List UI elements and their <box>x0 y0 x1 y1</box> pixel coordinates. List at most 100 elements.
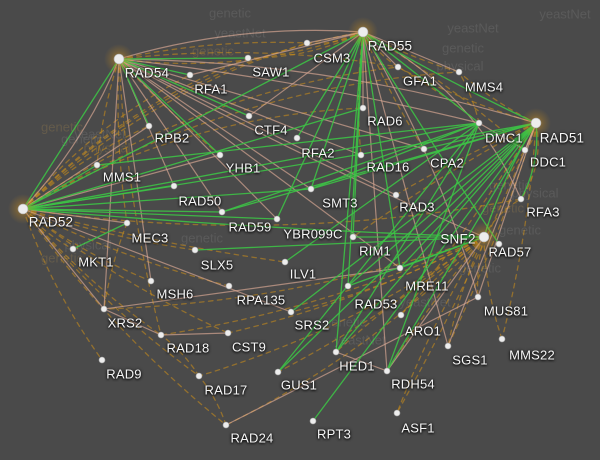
node-mms22[interactable] <box>498 335 506 343</box>
node-ilv1[interactable] <box>281 258 289 266</box>
node-rfa1[interactable] <box>186 71 194 79</box>
node-yhb1[interactable] <box>216 151 224 159</box>
edge-rad52-msh6 <box>22 208 152 282</box>
node-mkt1[interactable] <box>69 245 77 253</box>
node-rpt3[interactable] <box>309 417 317 425</box>
node-label-rfa1: RFA1 <box>194 81 228 97</box>
edge-snf2-rad18 <box>160 236 485 336</box>
node-smt3[interactable] <box>307 185 315 193</box>
node-label-rad6: RAD6 <box>367 113 403 129</box>
node-snf2[interactable] <box>478 231 490 243</box>
node-rpa135[interactable] <box>225 282 233 290</box>
node-label-saw1: SAW1 <box>252 64 290 80</box>
edge-rad54-dmc1 <box>118 58 480 124</box>
edge-gus1-dmc1 <box>277 122 480 373</box>
node-label-asf1: ASF1 <box>401 420 435 436</box>
node-srs2[interactable] <box>287 308 295 316</box>
edge-dmc1-rdh54 <box>386 122 480 372</box>
node-label-rad59: RAD59 <box>228 219 272 235</box>
node-rad55[interactable] <box>357 26 369 38</box>
edge-mec3-xrs2 <box>103 222 128 310</box>
edge-rad52-rpa135 <box>22 208 230 287</box>
node-ddc1[interactable] <box>521 146 529 154</box>
node-cst9[interactable] <box>224 329 232 337</box>
node-rad50[interactable] <box>170 182 178 190</box>
node-mus81[interactable] <box>474 293 482 301</box>
node-ybr099c[interactable] <box>273 215 281 223</box>
edge-rad55-rad57 <box>362 31 500 245</box>
edge-rad55-sgs1 <box>362 31 449 347</box>
node-sgs1[interactable] <box>444 342 452 350</box>
node-label-rad51: RAD51 <box>539 130 585 146</box>
edge-rad51-rdh54 <box>386 122 537 372</box>
node-label-aro1: ARO1 <box>404 323 442 339</box>
edge-rad51-rad59 <box>221 122 537 213</box>
node-asf1[interactable] <box>393 409 401 417</box>
node-rad6[interactable] <box>359 104 367 112</box>
node-label-rad18: RAD18 <box>166 340 210 356</box>
edge-rad52-slx5 <box>22 208 196 251</box>
node-gus1[interactable] <box>274 368 282 376</box>
node-saw1[interactable] <box>244 54 252 62</box>
edge-rad55-cpa2 <box>362 31 425 150</box>
node-label-yhb1: YHB1 <box>225 160 261 176</box>
edge-rad54-csm3 <box>118 41 308 60</box>
node-rfa3[interactable] <box>517 195 525 203</box>
node-rad57[interactable] <box>495 240 503 248</box>
node-rpb2[interactable] <box>145 122 153 130</box>
edge-rad51-rfa3 <box>520 122 539 200</box>
node-rad3[interactable] <box>392 191 400 199</box>
node-label-gus1: GUS1 <box>280 377 318 393</box>
node-aro1[interactable] <box>397 311 405 319</box>
node-label-rad9: RAD9 <box>106 366 142 382</box>
node-rad52[interactable] <box>17 203 29 215</box>
node-mre11[interactable] <box>396 264 404 272</box>
node-rad9[interactable] <box>98 356 106 364</box>
node-label-dmc1: DMC1 <box>485 130 523 146</box>
edge-rad54-rad16 <box>118 58 362 156</box>
edge-rad52-rad6 <box>22 107 364 210</box>
edge-snf2-rad53 <box>347 236 485 287</box>
node-rad51[interactable] <box>530 117 542 129</box>
node-rdh54[interactable] <box>383 367 391 375</box>
node-hed1[interactable] <box>332 348 340 356</box>
node-rad18[interactable] <box>157 331 165 339</box>
node-rad17[interactable] <box>195 372 203 380</box>
edge-rad52-mkt1 <box>22 208 74 250</box>
node-rad24[interactable] <box>222 421 230 429</box>
node-slx5[interactable] <box>191 246 199 254</box>
edge-rad52-rad50 <box>22 185 175 210</box>
node-mms1[interactable] <box>93 161 101 169</box>
node-label-srs2: SRS2 <box>294 317 330 333</box>
node-gfa1[interactable] <box>394 63 402 71</box>
node-csm3[interactable] <box>303 39 311 47</box>
node-rad54[interactable] <box>113 53 125 65</box>
node-rim1[interactable] <box>349 233 357 241</box>
node-ctf4[interactable] <box>245 112 253 120</box>
edge-rad54-cpa2 <box>118 58 425 150</box>
node-label-rad55: RAD55 <box>367 38 413 54</box>
node-xrs2[interactable] <box>100 305 108 313</box>
node-rfa2[interactable] <box>293 134 301 142</box>
node-rad53[interactable] <box>344 282 352 290</box>
edge-rad52-smt3 <box>22 188 312 210</box>
node-label-rad57: RAD57 <box>488 244 532 260</box>
edge-rad51-mre11 <box>399 122 537 269</box>
node-rad16[interactable] <box>357 151 365 159</box>
node-msh6[interactable] <box>147 277 155 285</box>
node-mms4[interactable] <box>455 68 463 76</box>
edge-rad24-rad17 <box>198 375 227 426</box>
edge-rad52-rad24 <box>22 208 227 426</box>
node-label-mms1: MMS1 <box>102 169 142 185</box>
edge-rad52-rpb2 <box>22 125 150 210</box>
edge-rad54-rad59 <box>118 58 223 213</box>
node-label-rad17: RAD17 <box>204 382 248 398</box>
edge-rdh54-snf2 <box>386 236 485 372</box>
node-cpa2[interactable] <box>420 145 428 153</box>
edge-dmc1-rad59 <box>221 122 480 213</box>
edge-dmc1-mms1 <box>96 122 480 166</box>
node-rad59[interactable] <box>218 208 226 216</box>
node-mec3[interactable] <box>123 219 131 227</box>
node-dmc1[interactable] <box>475 119 483 127</box>
edge-rad51-mms22 <box>501 122 537 340</box>
